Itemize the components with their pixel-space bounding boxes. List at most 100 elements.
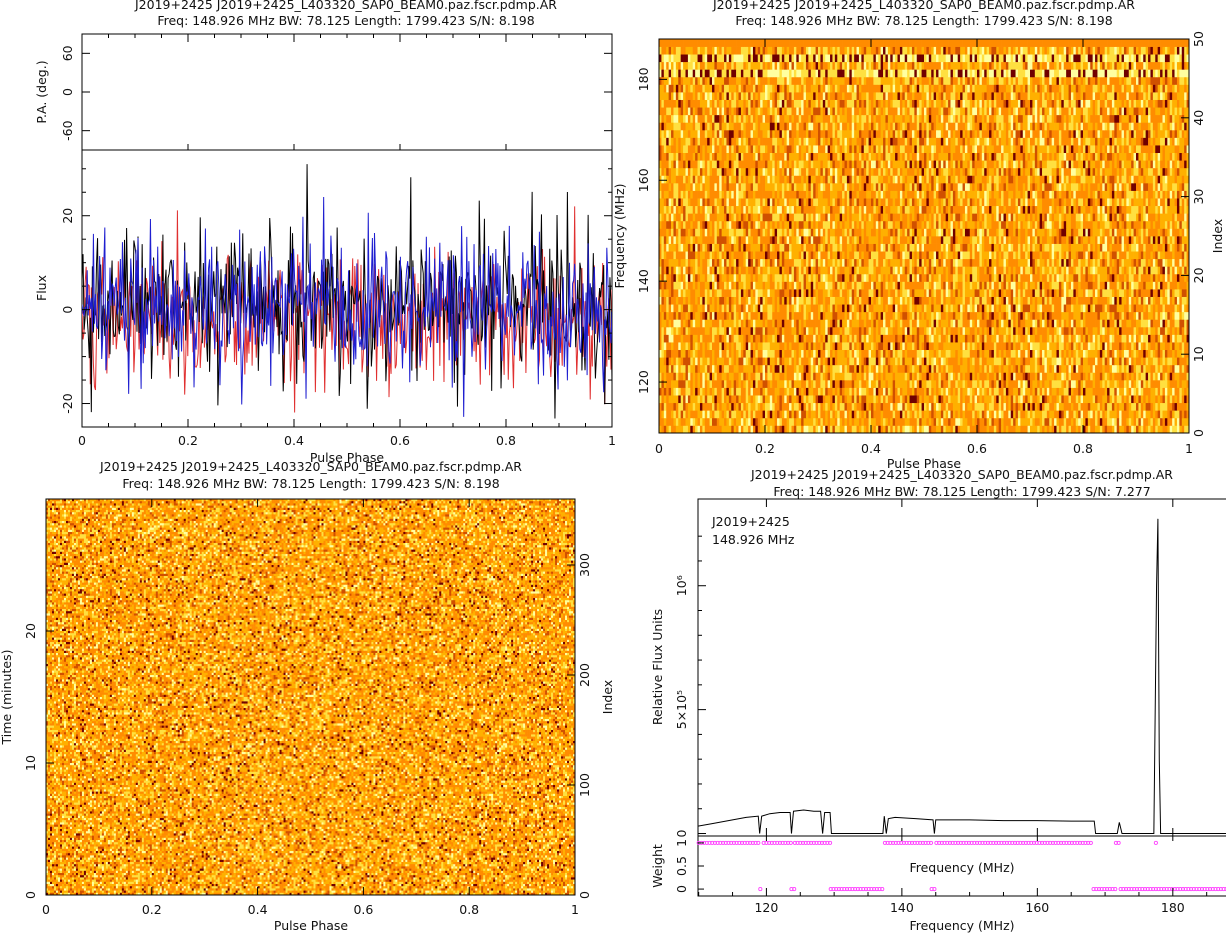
- heatmap-cell: [1090, 403, 1093, 411]
- heatmap-cell: [970, 410, 973, 418]
- heatmap-cell: [722, 425, 725, 433]
- heatmap-cell: [948, 380, 951, 388]
- heatmap-cell: [823, 388, 826, 396]
- heatmap-cell: [755, 395, 758, 403]
- heatmap-cell: [1023, 403, 1026, 411]
- heatmap-cell: [1035, 425, 1038, 433]
- heatmap-cell: [760, 372, 763, 380]
- heatmap-cell: [818, 418, 821, 426]
- heatmap-cell: [760, 395, 763, 403]
- heatmap-cell: [984, 372, 987, 380]
- heatmap-cell: [866, 380, 869, 388]
- heatmap-cell: [1100, 403, 1103, 411]
- heatmap-cell: [1114, 403, 1117, 411]
- heatmap-cell: [719, 418, 722, 426]
- heatmap-cell: [888, 410, 891, 418]
- heatmap-cell: [712, 403, 715, 411]
- heatmap-cell: [664, 372, 667, 380]
- heatmap-cell: [885, 418, 888, 426]
- heatmap-cell: [702, 365, 705, 373]
- heatmap-cell: [671, 380, 674, 388]
- heatmap-cell: [1028, 380, 1031, 388]
- heatmap-cell: [760, 410, 763, 418]
- heatmap-cell: [876, 403, 879, 411]
- heatmap-cell: [1177, 372, 1180, 380]
- heatmap-cell: [1040, 388, 1043, 396]
- heatmap-cell: [975, 372, 978, 380]
- heatmap-cell: [801, 418, 804, 426]
- heatmap-cell: [748, 380, 751, 388]
- heatmap-cell: [1049, 418, 1052, 426]
- heatmap-cell: [746, 425, 749, 433]
- heatmap-cell: [849, 403, 852, 411]
- heatmap-cell: [753, 372, 756, 380]
- heatmap-cell: [1057, 380, 1060, 388]
- heatmap-cell: [881, 372, 884, 380]
- heatmap-cell: [989, 425, 992, 433]
- heatmap-cell: [893, 418, 896, 426]
- heatmap-cell: [1131, 418, 1134, 426]
- heatmap-cell: [828, 403, 831, 411]
- heatmap-cell: [1047, 410, 1050, 418]
- heatmap-cell: [999, 388, 1002, 396]
- heatmap-cell: [804, 395, 807, 403]
- heatmap-cell: [948, 425, 951, 433]
- heatmap-cell: [688, 403, 691, 411]
- heatmap-cell: [816, 418, 819, 426]
- x-tick-label: 0.2: [178, 433, 198, 448]
- heatmap-cell: [1102, 410, 1105, 418]
- heatmap-cell: [755, 380, 758, 388]
- heatmap-cell: [1155, 425, 1158, 433]
- heatmap-cell: [1028, 403, 1031, 411]
- heatmap-cell: [746, 388, 749, 396]
- heatmap-cell: [984, 403, 987, 411]
- heatmap-cell: [1008, 395, 1011, 403]
- heatmap-cell: [702, 425, 705, 433]
- heatmap-cell: [758, 410, 761, 418]
- heatmap-cell: [936, 425, 939, 433]
- heatmap-cell: [806, 380, 809, 388]
- heatmap-cell: [1110, 380, 1113, 388]
- heatmap-cell: [938, 403, 941, 411]
- heatmap-cell: [951, 372, 954, 380]
- heatmap-cell: [1035, 403, 1038, 411]
- heatmap-cell: [1078, 388, 1081, 396]
- heatmap-cell: [796, 403, 799, 411]
- heatmap-cell: [794, 380, 797, 388]
- heatmap-cell: [1093, 403, 1096, 411]
- freq-phase-panel: J2019+2425 J2019+2425_L403320_SAP0_BEAM0…: [612, 0, 1225, 471]
- heatmap-cell: [1172, 425, 1175, 433]
- heatmap-cell: [743, 410, 746, 418]
- heatmap-cell: [910, 410, 913, 418]
- heatmap-cell: [1117, 372, 1120, 380]
- heatmap-cell: [1040, 403, 1043, 411]
- heatmap-cell: [741, 410, 744, 418]
- heatmap-cell: [707, 372, 710, 380]
- heatmap-cell: [705, 403, 708, 411]
- heatmap-cell: [813, 395, 816, 403]
- heatmap-cell: [965, 395, 968, 403]
- heatmap-cell: [729, 372, 732, 380]
- heatmap-cell: [811, 410, 814, 418]
- heatmap-cell: [989, 403, 992, 411]
- heatmap-cell: [782, 395, 785, 403]
- heatmap-cell: [1061, 380, 1064, 388]
- heatmap-cell: [688, 410, 691, 418]
- heatmap-cell: [934, 380, 937, 388]
- heatmap-cell: [1117, 418, 1120, 426]
- heatmap-cell: [1088, 418, 1091, 426]
- heatmap-cell: [792, 380, 795, 388]
- heatmap-cell: [1177, 380, 1180, 388]
- heatmap-cell: [893, 410, 896, 418]
- heatmap-cell: [1008, 388, 1011, 396]
- heatmap-cell: [1030, 380, 1033, 388]
- heatmap-cell: [902, 380, 905, 388]
- heatmap-cell: [991, 380, 994, 388]
- heatmap-cell: [1083, 380, 1086, 388]
- heatmap-cell: [979, 388, 982, 396]
- heatmap-cell: [1044, 403, 1047, 411]
- heatmap-cell: [842, 418, 845, 426]
- heatmap-cell: [695, 380, 698, 388]
- heatmap-cell: [1119, 425, 1122, 433]
- heatmap-cell: [931, 410, 934, 418]
